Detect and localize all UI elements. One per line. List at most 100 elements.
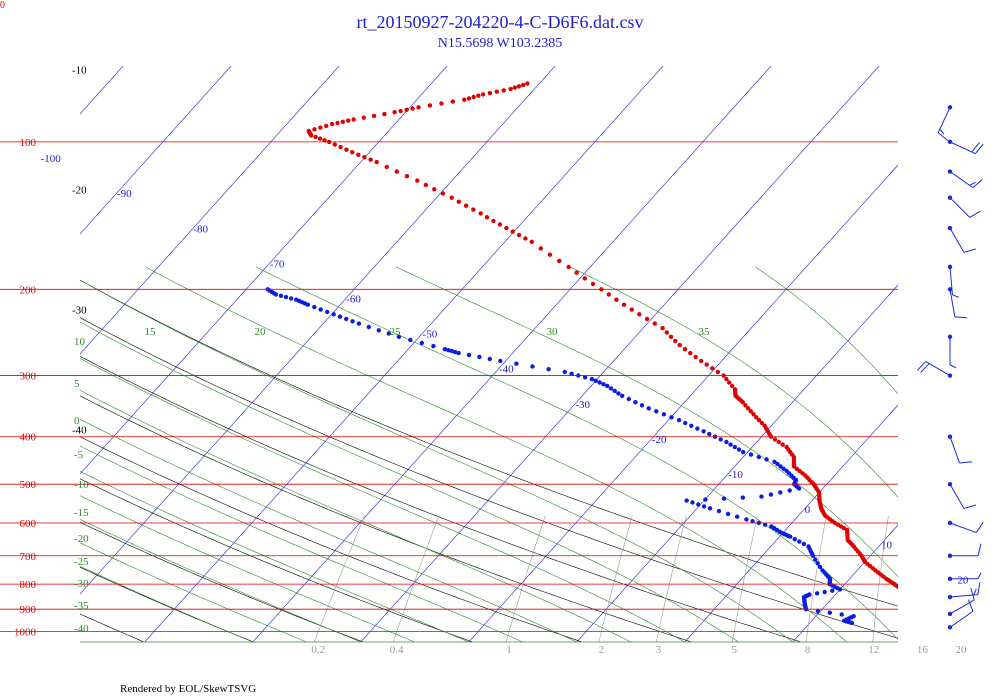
wind-barb-staff [949, 266, 953, 295]
temperature-point [557, 258, 562, 264]
mixing-ratio-label: 12 [868, 644, 879, 656]
temperature-point [335, 120, 340, 126]
temperature-point [958, 628, 962, 632]
isotherm-label: -20 [652, 434, 667, 446]
dewpoint-point [356, 321, 362, 326]
isotherm-line [80, 66, 448, 475]
mixing-ratio-line [872, 515, 889, 642]
wind-barb-staff [949, 141, 976, 155]
wind-barb-station [947, 434, 953, 439]
temperature-point [908, 595, 912, 599]
temperature-point [909, 597, 913, 601]
dewpoint-point [616, 391, 621, 396]
wind-barb-feather [971, 142, 980, 153]
dewpoint-point [620, 393, 625, 398]
wind-barb-station [947, 287, 953, 292]
moist-adiabat-label-left: -35 [74, 600, 89, 612]
temperature-point [673, 338, 678, 344]
isotherm-label: -80 [193, 223, 208, 235]
isobar-label: 1000 [14, 627, 37, 639]
temperature-point [901, 589, 905, 593]
isotherm-line [80, 66, 340, 355]
temperature-point [956, 627, 960, 631]
dewpoint-point [408, 337, 413, 343]
dry-adiabat-line [80, 436, 583, 642]
temperature-point [516, 232, 522, 238]
isotherm-line [576, 284, 898, 642]
isotherm-label: -10 [728, 469, 743, 481]
moist-adiabat-label-left: -15 [74, 507, 89, 519]
mixing-ratio-label: 16 [917, 644, 929, 656]
temperature-point [318, 125, 323, 130]
moist-adiabat-label-top: 35 [699, 326, 711, 338]
temperature-point [362, 155, 367, 160]
mixing-ratio-line [732, 515, 758, 642]
temperature-point [538, 246, 543, 251]
dewpoint-point [807, 592, 812, 597]
wind-barb-station [947, 264, 953, 270]
wind-barb-feather [954, 316, 968, 319]
dewpoint-point [750, 519, 755, 524]
temperature-point [312, 127, 317, 132]
temperature-point [449, 195, 454, 200]
temperature-point [621, 302, 627, 307]
isobar-label: 400 [20, 432, 37, 444]
wind-barb-feather [949, 364, 957, 369]
dewpoint-point [724, 439, 729, 445]
isotherm-label: -40 [499, 364, 514, 376]
isobar-label: 300 [20, 371, 37, 383]
temperature-point [913, 600, 917, 604]
temperature-point [710, 366, 715, 371]
dewpoint-point [772, 459, 777, 464]
temperature-point [368, 157, 373, 162]
dewpoint-point [366, 324, 371, 330]
isotherm-line [360, 66, 880, 642]
temperature-point [463, 203, 469, 208]
mixing-ratio-label: 0.2 [311, 644, 325, 656]
temperature-point [693, 354, 698, 360]
temperature-point [614, 297, 619, 302]
moist-adiabat-line [80, 321, 739, 642]
dewpoint-point [707, 431, 712, 437]
dewpoint-point [759, 494, 764, 499]
isotherm-line [468, 164, 898, 642]
isotherm-label: -30 [575, 399, 590, 411]
dewpoint-point [344, 316, 349, 322]
dewpoint-point [814, 591, 820, 596]
moist-adiabat-label-left: 10 [74, 336, 86, 348]
temperature-point [456, 199, 461, 204]
dewpoint-point [288, 296, 294, 301]
temperature-point [466, 96, 472, 101]
dewpoint-point [612, 388, 617, 394]
temperature-point [724, 376, 729, 382]
temperature-point [776, 439, 781, 445]
dewpoint-point [601, 382, 606, 387]
temperature-point [780, 442, 785, 447]
dewpoint-point [718, 437, 723, 442]
temperature-point [664, 330, 669, 335]
temperature-point [727, 380, 732, 385]
dewpoint-point [735, 514, 740, 519]
moist-adiabat-line [755, 266, 898, 395]
isobar-label: 900 [20, 604, 37, 616]
wind-barb-feather [969, 181, 976, 186]
dewpoint-point [689, 423, 694, 428]
dewpoint-point [817, 564, 823, 570]
isotherm-label: -50 [423, 329, 438, 341]
moist-adiabat-line [80, 357, 685, 642]
dewpoint-point [740, 495, 745, 500]
temperature-point [494, 89, 499, 94]
isotherm-label: 20 [957, 574, 969, 586]
dewpoint-point [707, 506, 713, 511]
dewpoint-point [278, 293, 284, 298]
isotherm-line [80, 66, 232, 235]
dewpoint-point [716, 508, 722, 514]
temperature-point [398, 108, 403, 114]
temperature-point [329, 121, 335, 127]
moist-adiabat-label-left: -25 [74, 556, 89, 568]
left-temp-label: -30 [72, 304, 87, 316]
temperature-point [450, 99, 455, 104]
wind-barb-staff [949, 289, 956, 317]
moist-adiabat-line [569, 266, 898, 498]
temperature-point [374, 159, 379, 165]
